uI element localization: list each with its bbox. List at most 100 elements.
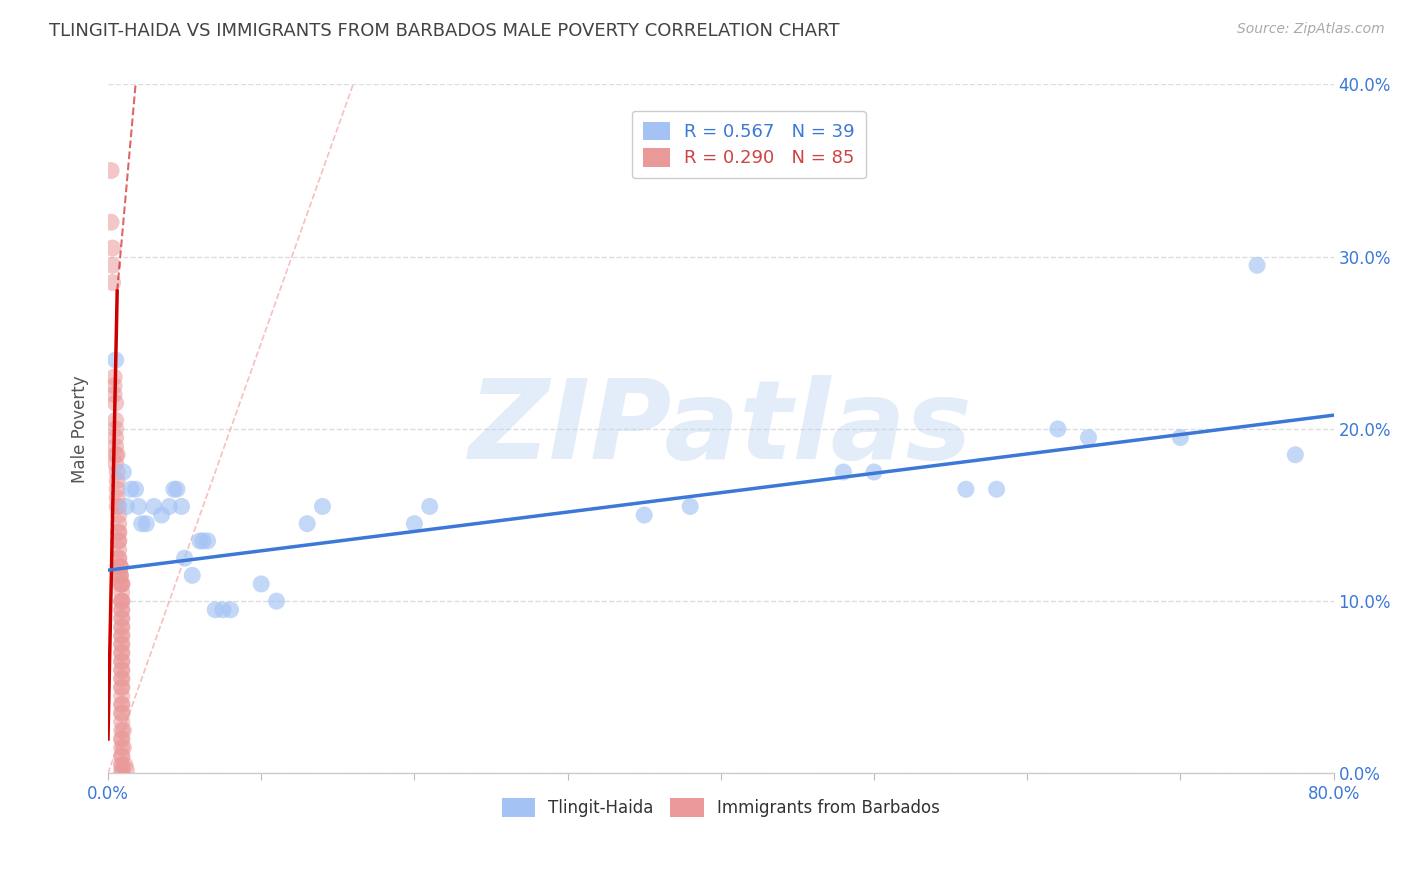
Point	[111, 663, 134, 677]
Point	[103, 379, 125, 393]
Point	[111, 698, 134, 712]
Point	[105, 482, 128, 496]
Point	[112, 723, 135, 738]
Point	[111, 637, 134, 651]
Point	[419, 500, 441, 514]
Point	[111, 672, 134, 686]
Point	[111, 655, 134, 669]
Point	[105, 448, 128, 462]
Point	[104, 456, 127, 470]
Point	[191, 533, 214, 548]
Point	[295, 516, 318, 531]
Point	[111, 731, 134, 746]
Point	[101, 258, 124, 272]
Point	[111, 731, 134, 746]
Point	[111, 611, 134, 625]
Y-axis label: Male Poverty: Male Poverty	[72, 376, 89, 483]
Point	[955, 482, 977, 496]
Point	[111, 637, 134, 651]
Point	[112, 465, 135, 479]
Point	[197, 533, 219, 548]
Legend: Tlingit-Haida, Immigrants from Barbados: Tlingit-Haida, Immigrants from Barbados	[495, 791, 946, 823]
Point	[101, 241, 124, 255]
Point	[111, 594, 134, 608]
Point	[212, 603, 235, 617]
Point	[111, 763, 134, 777]
Point	[1077, 431, 1099, 445]
Point	[135, 516, 157, 531]
Point	[111, 594, 134, 608]
Point	[111, 646, 134, 660]
Point	[1170, 431, 1192, 445]
Point	[115, 763, 138, 777]
Point	[107, 500, 129, 514]
Point	[111, 681, 134, 695]
Point	[112, 740, 135, 755]
Point	[111, 749, 134, 764]
Point	[111, 577, 134, 591]
Point	[111, 698, 134, 712]
Point	[111, 629, 134, 643]
Point	[100, 215, 122, 229]
Point	[111, 655, 134, 669]
Text: ZIPatlas: ZIPatlas	[470, 376, 973, 483]
Point	[115, 500, 138, 514]
Point	[111, 620, 134, 634]
Point	[110, 568, 132, 582]
Point	[266, 594, 288, 608]
Point	[103, 387, 125, 401]
Point	[166, 482, 188, 496]
Point	[124, 482, 146, 496]
Point	[128, 500, 150, 514]
Point	[120, 482, 142, 496]
Point	[104, 439, 127, 453]
Point	[111, 681, 134, 695]
Point	[633, 508, 655, 522]
Point	[111, 740, 134, 755]
Point	[107, 525, 129, 540]
Point	[170, 500, 193, 514]
Point	[110, 559, 132, 574]
Point	[114, 757, 136, 772]
Point	[1046, 422, 1069, 436]
Point	[986, 482, 1008, 496]
Point	[103, 370, 125, 384]
Point	[111, 594, 134, 608]
Point	[204, 603, 226, 617]
Point	[111, 723, 134, 738]
Point	[1246, 258, 1268, 272]
Point	[104, 448, 127, 462]
Point	[111, 577, 134, 591]
Point	[157, 500, 180, 514]
Point	[105, 500, 128, 514]
Point	[131, 516, 153, 531]
Point	[104, 431, 127, 445]
Text: Source: ZipAtlas.com: Source: ZipAtlas.com	[1237, 22, 1385, 37]
Point	[111, 603, 134, 617]
Point	[111, 706, 134, 720]
Point	[188, 533, 211, 548]
Point	[110, 559, 132, 574]
Point	[111, 766, 134, 780]
Point	[219, 603, 242, 617]
Point	[107, 542, 129, 557]
Point	[107, 516, 129, 531]
Point	[111, 577, 134, 591]
Point	[679, 500, 702, 514]
Point	[107, 533, 129, 548]
Point	[107, 551, 129, 566]
Point	[163, 482, 186, 496]
Point	[832, 465, 855, 479]
Point	[105, 474, 128, 488]
Point	[110, 577, 132, 591]
Point	[1284, 448, 1306, 462]
Point	[111, 629, 134, 643]
Point	[111, 620, 134, 634]
Point	[104, 396, 127, 410]
Point	[150, 508, 173, 522]
Point	[111, 714, 134, 729]
Point	[111, 672, 134, 686]
Point	[111, 646, 134, 660]
Text: TLINGIT-HAIDA VS IMMIGRANTS FROM BARBADOS MALE POVERTY CORRELATION CHART: TLINGIT-HAIDA VS IMMIGRANTS FROM BARBADO…	[49, 22, 839, 40]
Point	[105, 491, 128, 505]
